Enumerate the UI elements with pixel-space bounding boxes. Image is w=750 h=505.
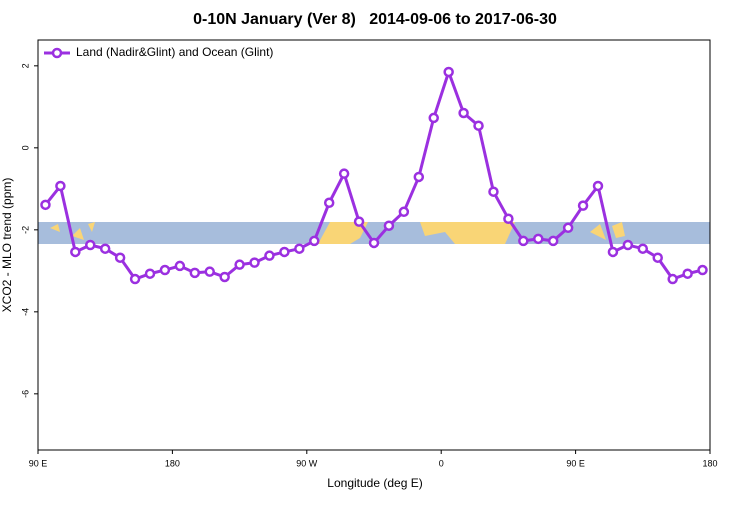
point bbox=[607, 246, 619, 258]
point bbox=[309, 235, 320, 247]
point bbox=[622, 239, 634, 251]
point bbox=[368, 237, 380, 249]
point bbox=[682, 268, 693, 279]
point bbox=[518, 235, 529, 247]
point bbox=[99, 243, 111, 254]
point bbox=[652, 252, 663, 263]
point bbox=[144, 268, 156, 279]
point bbox=[488, 186, 499, 197]
point bbox=[353, 216, 365, 227]
point bbox=[637, 243, 649, 254]
point bbox=[40, 199, 51, 211]
point bbox=[547, 235, 559, 247]
x-tick-label: 180 bbox=[165, 458, 180, 468]
point bbox=[159, 264, 171, 276]
point bbox=[667, 273, 678, 285]
point bbox=[533, 233, 544, 245]
point bbox=[189, 267, 201, 279]
point bbox=[697, 264, 708, 276]
point bbox=[443, 66, 454, 78]
x-tick-label: 90 E bbox=[29, 458, 48, 468]
point bbox=[219, 271, 230, 283]
x-tick-label: 90 W bbox=[296, 458, 318, 468]
y-tick-label: -6 bbox=[20, 390, 30, 398]
point bbox=[398, 206, 410, 218]
legend: Land (Nadir&Glint) and Ocean (Glint) bbox=[44, 45, 273, 59]
x-tick-label: 0 bbox=[439, 458, 444, 468]
point bbox=[383, 220, 395, 231]
point bbox=[129, 273, 141, 285]
y-tick-label: 0 bbox=[20, 145, 30, 150]
y-tick-label: -2 bbox=[20, 226, 30, 234]
y-tick-label: -4 bbox=[20, 308, 30, 316]
point bbox=[55, 180, 66, 192]
point bbox=[264, 250, 275, 261]
point bbox=[249, 257, 260, 268]
point bbox=[70, 246, 81, 258]
point bbox=[279, 246, 290, 258]
point bbox=[85, 239, 96, 251]
point bbox=[114, 252, 126, 263]
legend-marker bbox=[51, 47, 63, 59]
point bbox=[338, 168, 350, 179]
plot-frame bbox=[37, 39, 711, 451]
legend-label: Land (Nadir&Glint) and Ocean (Glint) bbox=[76, 45, 273, 59]
y-axis-label: XCO2 - MLO trend (ppm) bbox=[0, 178, 14, 313]
x-axis-label: Longitude (deg E) bbox=[327, 476, 422, 490]
point bbox=[473, 120, 484, 131]
point bbox=[413, 171, 425, 183]
point bbox=[577, 200, 589, 211]
chart-title: 0-10N January (Ver 8) 2014-09-06 to 2017… bbox=[193, 11, 557, 28]
point bbox=[294, 243, 305, 254]
point bbox=[562, 222, 574, 234]
point bbox=[458, 107, 469, 119]
point bbox=[323, 197, 335, 209]
x-tick-label: 180 bbox=[702, 458, 717, 468]
point bbox=[204, 266, 215, 277]
x-tick-label: 90 E bbox=[566, 458, 585, 468]
y-tick-label: 2 bbox=[20, 63, 30, 68]
point bbox=[174, 260, 186, 272]
point bbox=[592, 180, 604, 192]
point bbox=[234, 259, 245, 270]
point bbox=[428, 112, 439, 124]
point bbox=[503, 213, 514, 225]
